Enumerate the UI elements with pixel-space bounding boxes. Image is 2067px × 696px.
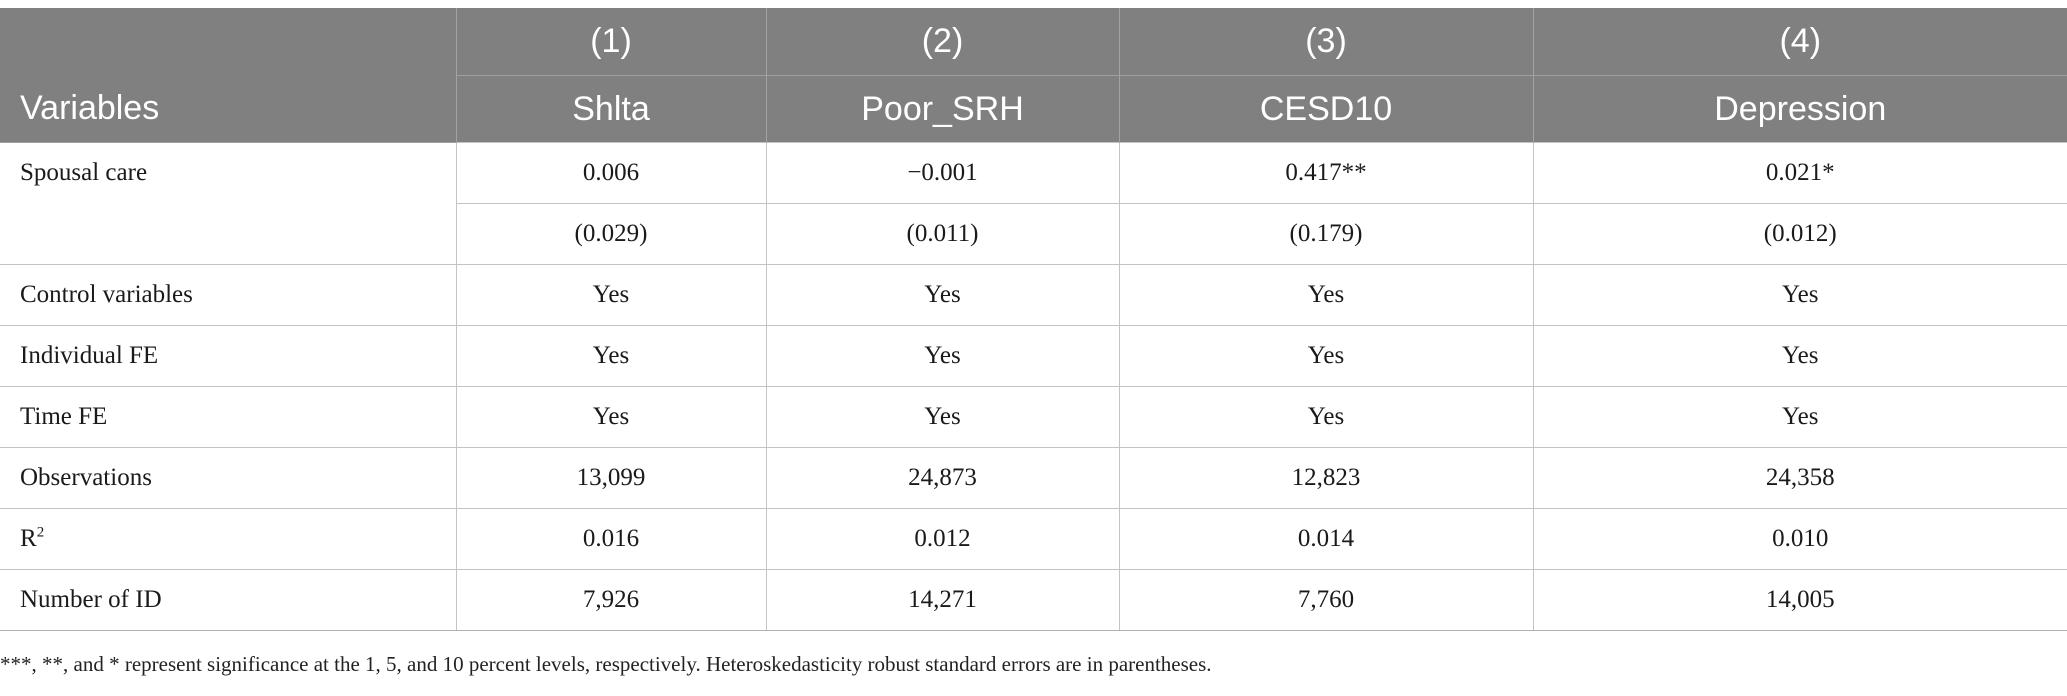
header-variables: Variables [0, 8, 456, 143]
row-label: Control variables [0, 264, 457, 326]
header-outcome-shlta: Shlta [455, 75, 766, 143]
header-row-model-numbers: Variables (1) (2) (3) (4) [0, 8, 2067, 143]
table-cell: 0.016 [455, 508, 767, 570]
regression-table: Variables (1) (2) (3) (4) Shlta Poor_SRH… [0, 8, 2067, 631]
se-cell: (0.179) [1118, 203, 1534, 265]
table-cell: 24,873 [765, 447, 1120, 509]
table-cell: Yes [765, 325, 1120, 387]
coef-cell: −0.001 [765, 142, 1120, 204]
row-label: Time FE [0, 386, 457, 448]
table-cell: Yes [455, 386, 767, 448]
row-label-r-squared: R2 [0, 508, 457, 570]
se-cell: (0.012) [1532, 203, 2067, 265]
table-cell: Yes [765, 264, 1120, 326]
row-label: Observations [0, 447, 457, 509]
header-outcome-poor-srh: Poor_SRH [765, 75, 1119, 143]
header-outcome-depression: Depression [1532, 75, 2067, 143]
se-cell: (0.011) [765, 203, 1120, 265]
table-cell: 0.012 [765, 508, 1120, 570]
table-cell: 7,926 [455, 569, 767, 631]
table-cell: Yes [1532, 386, 2067, 448]
table-row-observations: Observations 13,099 24,873 12,823 24,358 [0, 447, 2067, 509]
table-cell: 24,358 [1532, 447, 2067, 509]
table-cell: 0.010 [1532, 508, 2067, 570]
table-cell: Yes [765, 386, 1120, 448]
table-cell: 14,005 [1532, 569, 2067, 631]
r-squared-base: R [20, 525, 37, 552]
coef-cell: 0.006 [455, 142, 767, 204]
table-cell: 14,271 [765, 569, 1120, 631]
table-row-time-fe: Time FE Yes Yes Yes Yes [0, 386, 2067, 448]
table-footnote: ***, **, and * represent significance at… [0, 652, 1212, 676]
table-cell: Yes [1118, 386, 1534, 448]
table-cell: Yes [1118, 325, 1534, 387]
table-cell: 13,099 [455, 447, 767, 509]
header-model-1: (1) [455, 8, 766, 76]
table-cell: Yes [455, 325, 767, 387]
table-cell: Yes [1118, 264, 1534, 326]
table-cell: Yes [1532, 325, 2067, 387]
header-model-2: (2) [765, 8, 1119, 76]
table-cell: 7,760 [1118, 569, 1534, 631]
table-row-spousal-care-coef: Spousal care 0.006 −0.001 0.417** 0.021* [0, 142, 2067, 265]
table-header: Variables (1) (2) (3) (4) Shlta Poor_SRH… [0, 8, 2067, 143]
row-label: Individual FE [0, 325, 457, 387]
header-model-4: (4) [1532, 8, 2067, 76]
header-model-3: (3) [1118, 8, 1533, 76]
table-row-number-of-id: Number of ID 7,926 14,271 7,760 14,005 [0, 569, 2067, 631]
table-row-individual-fe: Individual FE Yes Yes Yes Yes [0, 325, 2067, 387]
se-cell: (0.029) [455, 203, 767, 265]
row-label-spousal-care: Spousal care [0, 142, 457, 265]
table-row-r-squared: R2 0.016 0.012 0.014 0.010 [0, 508, 2067, 570]
table-row-control-variables: Control variables Yes Yes Yes Yes [0, 264, 2067, 326]
table-cell: 12,823 [1118, 447, 1534, 509]
row-label: Number of ID [0, 569, 457, 631]
table-cell: Yes [455, 264, 767, 326]
coef-cell: 0.417** [1118, 142, 1534, 204]
coef-cell: 0.021* [1532, 142, 2067, 204]
table-body: Spousal care 0.006 −0.001 0.417** 0.021*… [0, 142, 2067, 631]
table-cell: Yes [1532, 264, 2067, 326]
header-row-outcomes: Shlta Poor_SRH CESD10 Depression [0, 75, 2067, 143]
regression-table-container: Variables (1) (2) (3) (4) Shlta Poor_SRH… [0, 8, 2067, 631]
table-cell: 0.014 [1118, 508, 1534, 570]
table-row-spousal-care-se: (0.029) (0.011) (0.179) (0.012) [0, 203, 2067, 265]
r-squared-superscript: 2 [36, 524, 45, 541]
header-outcome-cesd10: CESD10 [1118, 75, 1533, 143]
